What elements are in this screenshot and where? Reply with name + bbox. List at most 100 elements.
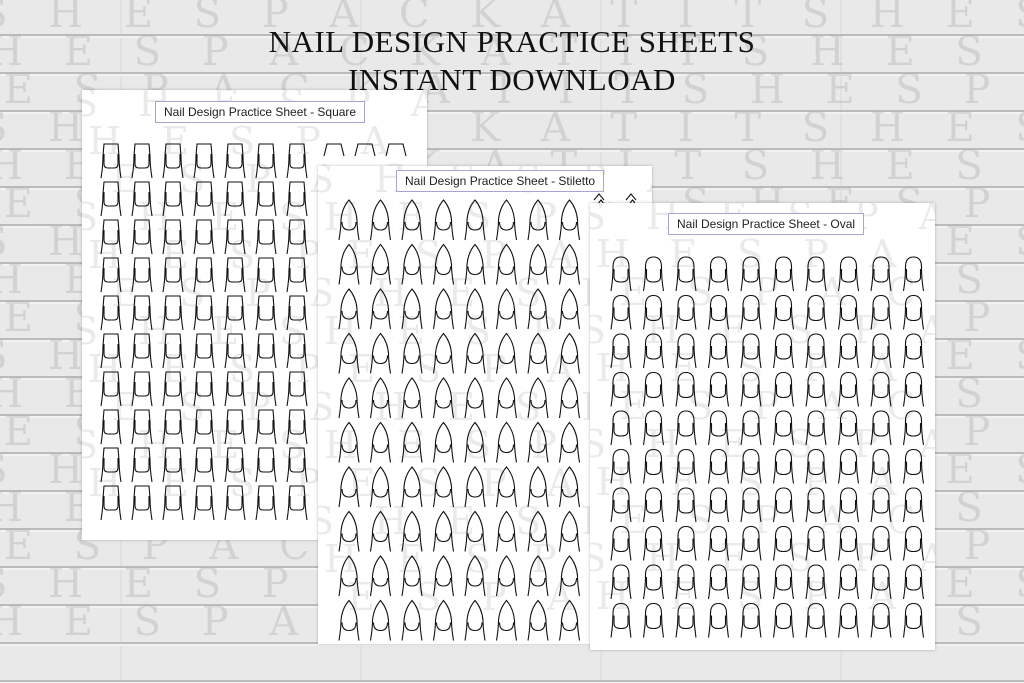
nail-outline	[805, 564, 827, 600]
nail-outline	[162, 447, 184, 483]
nail-outline	[338, 199, 360, 241]
nail-outline	[162, 257, 184, 293]
nail-outline	[224, 295, 246, 331]
nail-outline	[495, 599, 518, 641]
nail-outline	[495, 555, 518, 597]
nail-outline	[255, 409, 277, 445]
nail-outline	[642, 487, 665, 523]
nail-outline	[401, 599, 423, 641]
nail-outline	[131, 409, 153, 445]
nail-outline	[193, 181, 215, 217]
nail-outline	[805, 487, 827, 523]
nail-outline	[642, 256, 665, 292]
nail-outline	[224, 219, 246, 255]
oval-practice-sheet: S H E S P A C K A T I T S H E S P A C K A…	[590, 203, 935, 650]
nail-outline	[902, 487, 925, 523]
nail-outline	[385, 143, 407, 157]
nail-outline	[707, 448, 730, 484]
nail-outline	[675, 333, 697, 369]
nail-outline	[286, 409, 308, 445]
nail-outline	[610, 564, 632, 600]
nail-outline	[642, 294, 665, 330]
nail-outline	[432, 199, 455, 241]
nail-outline	[193, 143, 215, 179]
nail-outline	[740, 333, 762, 369]
nail-outline	[464, 421, 486, 463]
nail-outline	[464, 243, 486, 285]
nail-outline	[131, 181, 153, 217]
nail-outline	[558, 466, 581, 508]
nail-outline	[837, 256, 860, 292]
nail-outline	[100, 257, 122, 293]
nail-outline	[740, 487, 762, 523]
nail-outline	[464, 377, 486, 419]
nail-outline	[432, 555, 455, 597]
nail-outline	[495, 288, 518, 330]
nail-outline	[558, 510, 581, 552]
nail-outline	[338, 288, 360, 330]
nail-outline	[224, 143, 246, 179]
nail-outline	[772, 294, 795, 330]
nail-outline	[870, 333, 892, 369]
nail-outline	[255, 295, 277, 331]
nail-outline	[740, 371, 762, 407]
nail-outline	[323, 143, 345, 157]
nail-outline	[401, 377, 423, 419]
nail-outline	[193, 257, 215, 293]
nail-outline	[401, 555, 423, 597]
nail-outline	[902, 371, 925, 407]
nail-outline	[193, 409, 215, 445]
nail-outline	[558, 288, 581, 330]
nail-outline	[286, 447, 308, 483]
nail-outline	[902, 294, 925, 330]
nail-outline	[805, 448, 827, 484]
nail-outline	[902, 448, 925, 484]
nail-outline	[610, 410, 632, 446]
nail-outline	[740, 564, 762, 600]
nail-outline	[464, 466, 486, 508]
nail-outline	[464, 599, 486, 641]
nail-outline	[100, 295, 122, 331]
nail-outline	[610, 602, 632, 638]
watermark-text: S H E S P A C K A T I T	[590, 574, 935, 618]
watermark-text: S H E S P A C K A T I T	[590, 232, 935, 276]
nail-outline	[772, 371, 795, 407]
nail-outline	[870, 487, 892, 523]
nail-outline	[255, 143, 277, 179]
nail-outline	[837, 564, 860, 600]
nail-outline	[286, 257, 308, 293]
nail-outline	[610, 294, 632, 330]
nail-outline	[193, 333, 215, 369]
nail-outline	[162, 371, 184, 407]
nail-outline	[369, 510, 392, 552]
nail-outline	[401, 510, 423, 552]
nail-outline	[805, 333, 827, 369]
nail-outline	[740, 294, 762, 330]
nail-outline	[772, 256, 795, 292]
nail-outline	[162, 219, 184, 255]
nail-outline	[772, 564, 795, 600]
nail-outline	[837, 294, 860, 330]
headline-title: NAIL DESIGN PRACTICE SHEETS	[268, 24, 756, 59]
nail-outline	[642, 602, 665, 638]
nail-outline	[772, 333, 795, 369]
nail-outline	[464, 288, 486, 330]
nail-outline	[401, 466, 423, 508]
nail-outline	[495, 332, 518, 374]
nail-outline	[558, 555, 581, 597]
nail-outline	[902, 333, 925, 369]
nail-outline	[837, 333, 860, 369]
nail-outline	[255, 219, 277, 255]
nail-outline	[495, 510, 518, 552]
nail-outline	[401, 288, 423, 330]
nail-outline	[432, 421, 455, 463]
nail-outline	[902, 410, 925, 446]
nail-outline	[527, 288, 549, 330]
nail-outline	[837, 525, 860, 561]
nail-outline	[286, 295, 308, 331]
nail-outline	[902, 256, 925, 292]
nail-outline	[464, 555, 486, 597]
nail-outline	[805, 371, 827, 407]
nail-outline	[707, 294, 730, 330]
nail-outline	[131, 333, 153, 369]
